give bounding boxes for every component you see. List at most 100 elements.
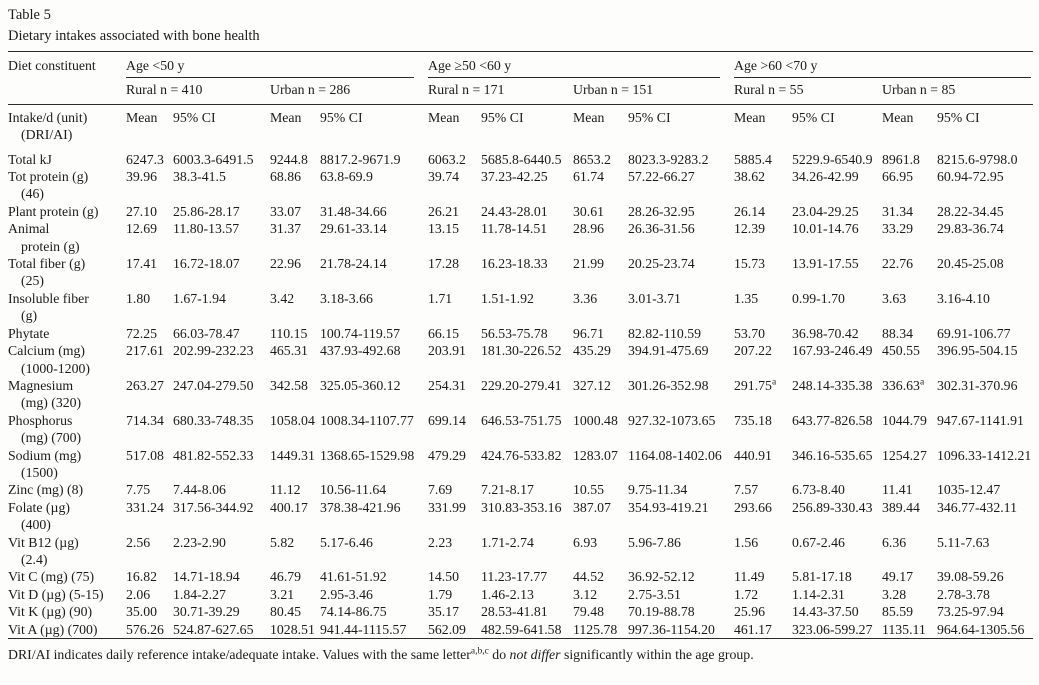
row-label: Vit C (mg) (75) <box>8 569 95 585</box>
table-footnote: DRI/AI indicates daily reference intake/… <box>8 646 754 662</box>
mean-value: 1.56 <box>734 534 759 550</box>
ci-value: 941.44-1115.57 <box>320 621 407 637</box>
column-header-row: Intake/d (unit) (DRI/AI) Mean 95% CI Mea… <box>8 104 1033 150</box>
mean-value: 3.21 <box>270 586 295 602</box>
ci-value: 1096.33-1412.21 <box>937 447 1032 463</box>
ci-value: 28.53-41.81 <box>481 604 548 620</box>
ci-value: 74.14-86.75 <box>320 604 387 620</box>
ci-value: 301.26-352.98 <box>628 377 709 393</box>
col-urban-60-70: Urban n = 85 <box>882 78 1034 105</box>
mean-value: 17.28 <box>428 256 460 272</box>
ci-value: 1.67-1.94 <box>173 290 226 306</box>
col-urban-50-60: Urban n = 151 <box>573 78 734 105</box>
ci-value: 16.72-18.07 <box>173 256 240 272</box>
mean-value: 30.61 <box>573 203 605 219</box>
row-label: Magnesium (mg) (320) <box>8 377 82 411</box>
table-row: Plant protein (g) 27.10 25.86-28.17 33.07 31… <box>8 203 1033 220</box>
ci-value: 41.61-51.92 <box>320 569 387 585</box>
ci-value: 394.91-475.69 <box>628 343 709 359</box>
ci-value: 8817.2-9671.9 <box>320 151 401 167</box>
ci-value: 3.01-3.71 <box>628 290 681 306</box>
mean-value: 10.55 <box>573 482 605 498</box>
ci-value: 248.14-335.38 <box>792 377 873 393</box>
ci-value: 524.87-627.65 <box>173 621 254 637</box>
table-row: Total kJ 6247.3 6003.3-6491.5 9244.8 8817.2-… <box>8 151 1033 168</box>
mean-value: 35.00 <box>126 604 158 620</box>
age-group-header-row: Diet constituent Age <50 y Age ≥50 <60 y… <box>8 51 1033 105</box>
mean-header: Mean <box>270 109 302 125</box>
ci-value: 1368.65-1529.98 <box>320 447 415 463</box>
mean-value: 13.15 <box>428 221 460 237</box>
mean-value: 389.44 <box>882 499 920 515</box>
mean-value: 1.71 <box>428 290 453 306</box>
mean-value: 39.74 <box>428 169 460 185</box>
mean-value: 39.96 <box>126 169 158 185</box>
ci-value: 34.26-42.99 <box>792 169 859 185</box>
diet-constituent-header: Diet constituent <box>8 51 126 105</box>
mean-value: 1000.48 <box>573 412 618 428</box>
mean-value: 80.45 <box>270 604 302 620</box>
row-label: Sodium (mg) (1500) <box>8 447 82 480</box>
mean-value: 72.25 <box>126 325 158 341</box>
table-body: Total kJ 6247.3 6003.3-6491.5 9244.8 8817.2-… <box>8 151 1033 639</box>
ci-value: 1164.08-1402.06 <box>628 447 722 463</box>
ci-value: 2.75-3.51 <box>628 586 681 602</box>
mean-value: 331.24 <box>126 499 164 515</box>
mean-value: 7.75 <box>126 482 151 498</box>
ci-value: 256.89-330.43 <box>792 499 873 515</box>
mean-value: 6.93 <box>573 534 598 550</box>
dietary-intakes-table: Diet constituent Age <50 y Age ≥50 <60 y… <box>8 51 1034 639</box>
ci-value: 24.43-28.01 <box>481 203 548 219</box>
ci-value: 317.56-344.92 <box>173 499 254 515</box>
ci-value: 56.53-75.78 <box>481 325 548 341</box>
row-label: Folate (µg) (400) <box>8 499 70 533</box>
mean-value: 16.82 <box>126 569 158 585</box>
mean-value: 88.34 <box>882 325 914 341</box>
mean-value: 3.42 <box>270 290 295 306</box>
ci-value: 437.93-492.68 <box>320 343 401 359</box>
col-rural-60-70: Rural n = 55 <box>734 78 882 105</box>
mean-value: 562.09 <box>428 621 466 637</box>
ci-value: 1.14-2.31 <box>792 586 845 602</box>
ci-value: 28.22-34.45 <box>937 203 1004 219</box>
mean-value: 2.06 <box>126 586 151 602</box>
ci-value: 100.74-119.57 <box>320 325 400 341</box>
ci-value: 13.91-17.55 <box>792 256 859 272</box>
mean-value: 293.66 <box>734 499 772 515</box>
mean-value: 479.29 <box>428 447 466 463</box>
mean-value: 11.49 <box>734 569 765 585</box>
table-row: Total fiber (g) (25) 17.41 16.72-18.07 22.96… <box>8 255 1033 290</box>
mean-value: 22.96 <box>270 256 302 272</box>
ci-value: 0.67-2.46 <box>792 534 845 550</box>
ci-value: 10.56-11.64 <box>320 482 387 498</box>
ci-value: 20.25-23.74 <box>628 256 695 272</box>
ci-value: 302.31-370.96 <box>937 377 1018 393</box>
ci-value: 378.38-421.96 <box>320 499 401 515</box>
row-label: Vit A (µg) (700) <box>8 621 98 637</box>
mean-value: 327.12 <box>573 377 611 393</box>
ci-value: 5.11-7.63 <box>937 534 990 550</box>
mean-value: 85.59 <box>882 604 914 620</box>
ci-value: 3.16-4.10 <box>937 290 990 306</box>
mean-value: 7.69 <box>428 482 453 498</box>
ci-value: 1.46-2.13 <box>481 586 534 602</box>
ci-header: 95% CI <box>628 109 671 125</box>
mean-value: 207.22 <box>734 343 772 359</box>
table-row: Vit A (µg) (700) 576.26 524.87-627.65 1028.… <box>8 621 1033 639</box>
ci-value: 8215.6-9798.0 <box>937 151 1018 167</box>
ci-value: 7.44-8.06 <box>173 482 226 498</box>
ci-value: 5.96-7.86 <box>628 534 681 550</box>
ci-value: 1.71-2.74 <box>481 534 534 550</box>
ci-value: 5.17-6.46 <box>320 534 373 550</box>
mean-value: 8961.8 <box>882 151 920 167</box>
mean-value: 14.50 <box>428 569 460 585</box>
row-label: Plant protein (g) <box>8 203 99 219</box>
ci-value: 346.77-432.11 <box>937 499 1017 515</box>
ci-value: 424.76-533.82 <box>481 447 562 463</box>
mean-value: 3.12 <box>573 586 598 602</box>
mean-value: 517.08 <box>126 447 164 463</box>
ci-value: 346.16-535.65 <box>792 447 873 463</box>
intake-unit-header: Intake/d (unit) (DRI/AI) <box>8 109 88 143</box>
ci-header: 95% CI <box>173 109 216 125</box>
ci-value: 323.06-599.27 <box>792 621 873 637</box>
